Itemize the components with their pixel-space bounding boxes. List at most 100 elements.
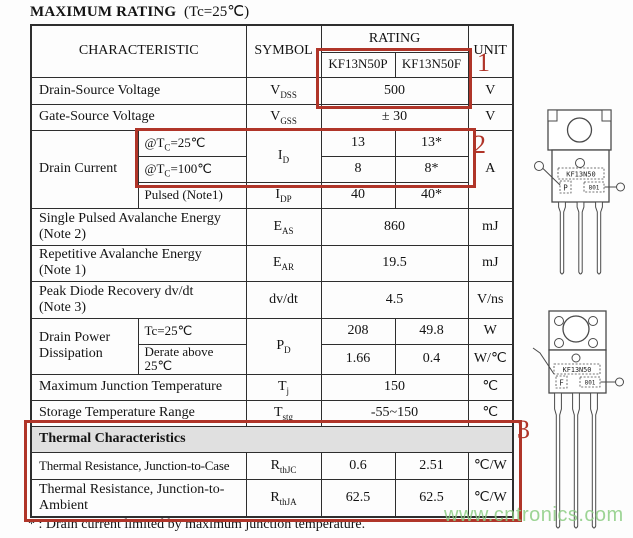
watermark: www.cntronics.com bbox=[444, 504, 624, 526]
marking-suffix: F bbox=[559, 379, 564, 388]
row-rth-jc: Thermal Resistance, Junction-to-Case Rth… bbox=[30, 451, 514, 480]
cell-dvdt-symbol: dv/dt bbox=[245, 280, 322, 319]
package-to220f-drawing: KF13N50 F 801 bbox=[521, 298, 631, 536]
cell-rthjc-unit: ℃/W bbox=[467, 451, 514, 480]
cell-rthja-label: Thermal Resistance, Junction-to- Ambient bbox=[30, 478, 247, 518]
marking-box-datecode bbox=[583, 181, 605, 193]
cell-vdss-symbol: VDSS bbox=[245, 76, 322, 105]
cell-id-cond-100: @TC=100℃ bbox=[137, 155, 247, 183]
lead-3 bbox=[590, 392, 598, 529]
marking-box-datecode bbox=[579, 376, 601, 388]
cell-rthjc-p: 0.6 bbox=[320, 451, 396, 480]
cell-eas-value: 860 bbox=[320, 207, 469, 246]
tab-notch-right bbox=[601, 109, 612, 122]
cell-idp-symbol: IDP bbox=[245, 181, 322, 209]
marking-partnumber: KF13N50 bbox=[563, 366, 592, 374]
cell-eas-unit: mJ bbox=[467, 207, 514, 246]
row-max-junction-temp: Maximum Junction Temperature Tj 150 ℃ bbox=[30, 373, 514, 401]
cell-ear-label: Repetitive Avalanche Energy (Note 1) bbox=[30, 244, 247, 282]
marking-box-suffix bbox=[555, 375, 568, 389]
cell-id-100-f: 8* bbox=[394, 155, 469, 183]
cell-tj-symbol: Tj bbox=[245, 373, 322, 401]
cell-dvdt-unit: V/ns bbox=[467, 280, 514, 319]
row-thermal-section-header: Thermal Characteristics bbox=[30, 425, 514, 453]
row-repetitive-avalanche: Repetitive Avalanche Energy (Note 1) EAR … bbox=[30, 244, 514, 282]
cell-tj-value: 150 bbox=[320, 373, 469, 401]
marking-box-suffix bbox=[559, 180, 572, 194]
callout-line-left bbox=[532, 347, 555, 375]
cell-id-symbol: ID bbox=[245, 129, 322, 183]
marking-partnumber: KF13N50 bbox=[566, 171, 596, 179]
cell-id-25-f: 13* bbox=[394, 129, 469, 157]
cell-tj-label: Maximum Junction Temperature bbox=[30, 373, 247, 401]
cell-eas-label: Single Pulsed Avalanche Energy (Note 2) bbox=[30, 207, 247, 246]
row-peak-diode-recovery: Peak Diode Recovery dv/dt (Note 3) dv/dt … bbox=[30, 280, 514, 319]
page-title: MAXIMUM RATING (Tc=25℃) bbox=[30, 2, 249, 21]
row-power-dissipation-25: Drain Power Dissipation Tc=25℃ PD 208 49.… bbox=[30, 317, 514, 375]
cell-dvdt-value: 4.5 bbox=[320, 280, 469, 319]
cell-dvdt-label: Peak Diode Recovery dv/dt (Note 3) bbox=[30, 280, 247, 319]
col-header-characteristic: CHARACTERISTIC bbox=[30, 24, 247, 78]
callout-circle-left bbox=[534, 161, 544, 171]
thermal-section-title: Thermal Characteristics bbox=[30, 425, 514, 453]
cell-vgss-symbol: VGSS bbox=[245, 103, 322, 131]
col-header-model-p: KF13N50P bbox=[320, 51, 396, 78]
marking-datecode: 801 bbox=[585, 380, 596, 387]
tab-hole-topright bbox=[588, 316, 598, 326]
cell-tj-unit: ℃ bbox=[467, 373, 514, 401]
cell-tstg-unit: ℃ bbox=[467, 399, 514, 427]
marking-datecode: 801 bbox=[589, 185, 600, 192]
cell-pd-unit-w: W bbox=[467, 317, 514, 345]
cell-vgss-unit: V bbox=[467, 103, 514, 131]
header-row-2: KF13N50P KF13N50F bbox=[31, 51, 513, 78]
col-header-symbol: SYMBOL bbox=[245, 24, 322, 78]
row-power-dissipation-derate: Derate above 25℃ 1.66 0.4 W/℃ bbox=[31, 343, 514, 375]
marking-box-partnumber bbox=[557, 167, 605, 180]
col-header-rating: RATING bbox=[320, 24, 469, 53]
annotation-number-2: 2 bbox=[473, 130, 486, 159]
mounting-hole-icon bbox=[566, 117, 593, 143]
col-header-model-f: KF13N50F bbox=[394, 51, 469, 78]
lead-1 bbox=[554, 392, 562, 529]
callout-circle-right bbox=[616, 182, 625, 192]
callout-line-left bbox=[542, 168, 561, 186]
cell-vgss-label: Gate-Source Voltage bbox=[30, 103, 247, 131]
body-dimple-icon bbox=[571, 353, 581, 363]
cell-vdss-label: Drain-Source Voltage bbox=[30, 76, 247, 105]
maximum-rating-table: CHARACTERISTIC SYMBOL RATING UNIT KF13N5… bbox=[30, 24, 515, 519]
body-dimple-icon bbox=[575, 158, 585, 168]
cell-ear-symbol: EAR bbox=[245, 244, 322, 282]
cell-pd-unit-wc: W/℃ bbox=[467, 343, 514, 375]
cell-tstg-value: -55~150 bbox=[320, 399, 469, 427]
cell-pd-cond-2: Derate above 25℃ bbox=[137, 343, 247, 375]
page-title-main: MAXIMUM RATING bbox=[30, 4, 177, 20]
cell-pd-25-p: 208 bbox=[320, 317, 396, 345]
cell-rthja-f: 62.5 bbox=[394, 478, 469, 518]
cell-vgss-value: ± 30 bbox=[320, 103, 469, 131]
mounting-hole-icon bbox=[562, 315, 590, 343]
tab-hole-bottomleft bbox=[554, 338, 564, 348]
lead-2 bbox=[572, 392, 580, 529]
cell-tstg-symbol: Tstg bbox=[245, 399, 322, 427]
tab-hole-bottomright bbox=[588, 338, 598, 348]
tab-hole-topleft bbox=[554, 316, 564, 326]
cell-rthjc-f: 2.51 bbox=[394, 451, 469, 480]
cell-tstg-label: Storage Temperature Range bbox=[30, 399, 247, 427]
cell-pd-label: Drain Power Dissipation bbox=[30, 317, 139, 375]
cell-idp-f: 40* bbox=[394, 181, 469, 209]
cell-vdss-value: 500 bbox=[320, 76, 469, 105]
col-header-unit: UNIT bbox=[467, 24, 514, 78]
cell-rthja-symbol: RthJA bbox=[245, 478, 322, 518]
lead-1 bbox=[558, 201, 566, 275]
cell-id-25-p: 13 bbox=[320, 129, 396, 157]
cell-pd-symbol: PD bbox=[245, 317, 322, 375]
marking-box-partnumber bbox=[553, 363, 601, 375]
row-single-pulsed-avalanche: Single Pulsed Avalanche Energy (Note 2) E… bbox=[30, 207, 514, 246]
row-drain-source-voltage: Drain-Source Voltage VDSS 500 V bbox=[30, 76, 514, 105]
cell-id-cond-25: @TC=25℃ bbox=[137, 129, 247, 157]
cell-ear-value: 19.5 bbox=[320, 244, 469, 282]
row-storage-temp: Storage Temperature Range Tstg -55~150 ℃ bbox=[30, 399, 514, 427]
lead-3 bbox=[595, 201, 603, 275]
cell-idp-cond: Pulsed (Note1) bbox=[137, 181, 247, 209]
cell-pd-25-f: 49.8 bbox=[394, 317, 469, 345]
